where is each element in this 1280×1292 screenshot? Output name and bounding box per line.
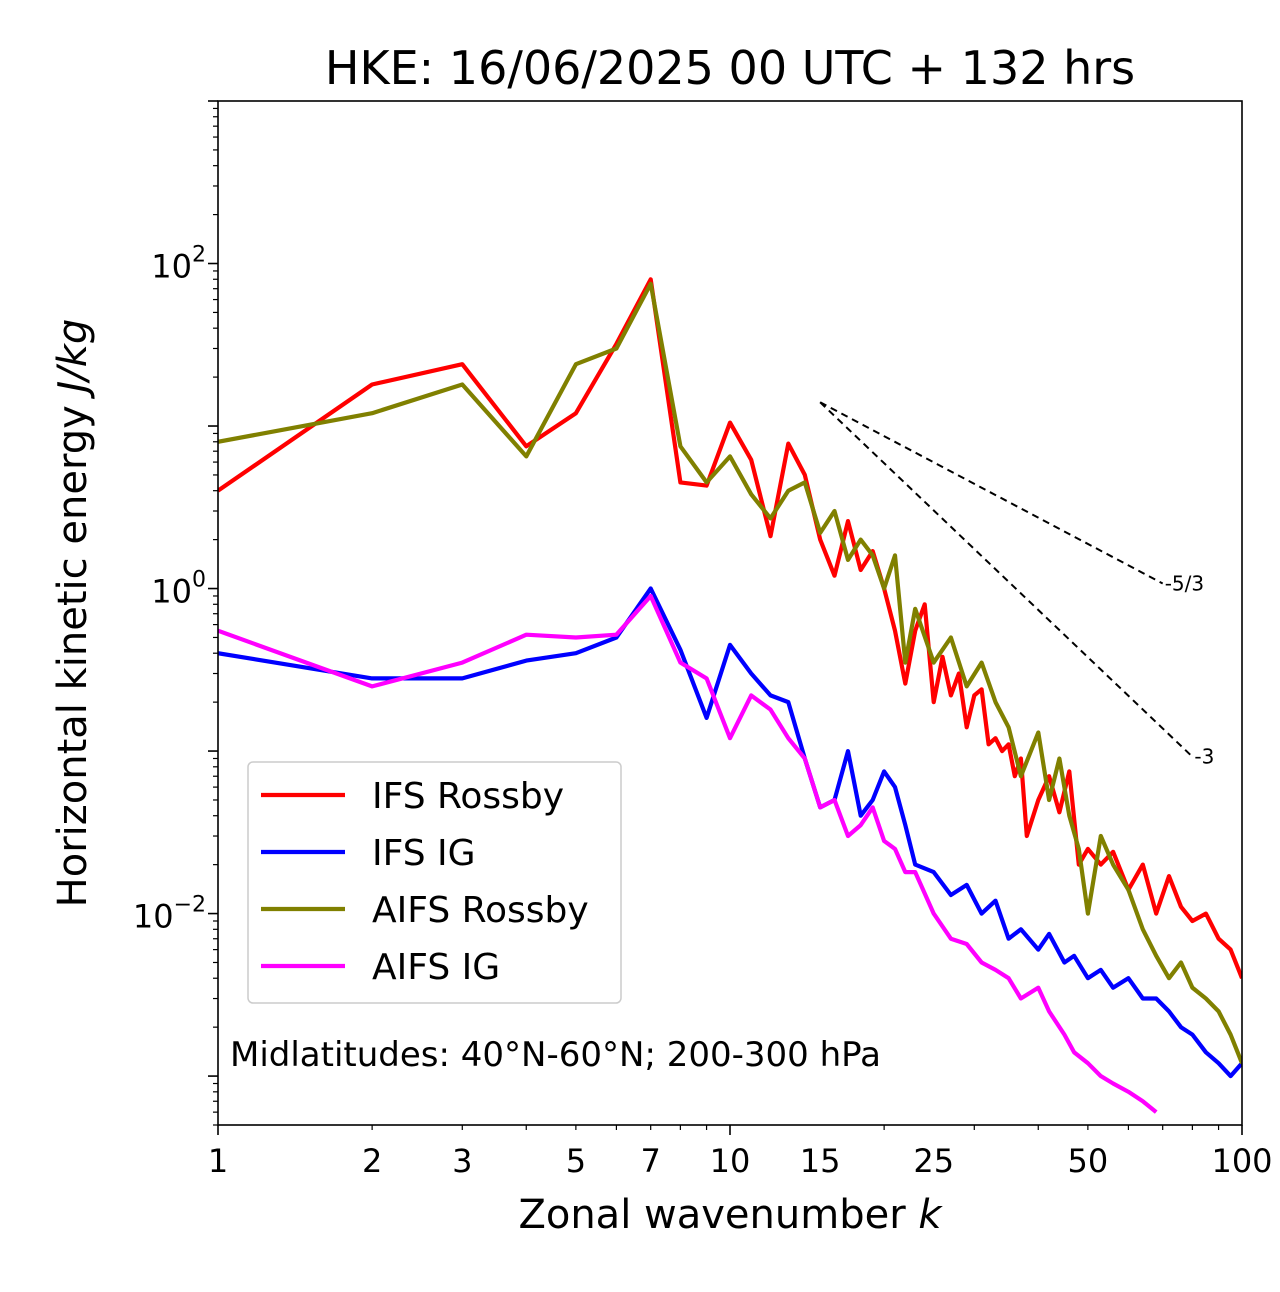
x-axis-label: Zonal wavenumber k	[518, 1192, 943, 1238]
x-tick-label: 10	[710, 1142, 751, 1180]
legend: IFS Rossby IFS IG AIFS Rossby AIFS IG	[247, 761, 622, 1004]
y-tick-label: 100	[151, 568, 206, 611]
y-axis-label-text: Horizontal kinetic energy	[50, 405, 96, 907]
x-tick-label: 1	[208, 1142, 228, 1180]
region-annotation: Midlatitudes: 40°N-60°N; 200-300 hPa	[230, 1035, 881, 1075]
x-tick-label: 5	[566, 1142, 586, 1180]
series-line-aifs-rossby	[218, 281, 1242, 1064]
y-axis-label-unit: J/kg	[50, 319, 96, 400]
x-tick-label: 3	[452, 1142, 472, 1180]
legend-label-ifs-rossby: IFS Rossby	[372, 776, 564, 817]
legend-items: IFS Rossby IFS IG AIFS Rossby AIFS IG	[261, 776, 589, 988]
series-line-ifs-ig	[218, 586, 1242, 1079]
x-tick-label: 15	[800, 1142, 841, 1180]
x-tick-label: 100	[1211, 1142, 1272, 1180]
x-tick-label: 25	[913, 1142, 954, 1180]
x-tick-label: 50	[1068, 1142, 1109, 1180]
reference-lines: -5/3 -3	[819, 401, 1214, 769]
series-line-aifs-ig	[218, 593, 1158, 1114]
y-axis-label: Horizontal kinetic energy J/kg	[50, 319, 96, 908]
y-tick-label: 10−2	[133, 893, 206, 936]
x-axis-label-var: k	[918, 1192, 943, 1238]
x-axis-ticks: 1 2 3 5 7 10 15 25 50 100	[208, 1125, 1273, 1180]
legend-box	[247, 761, 622, 1004]
legend-label-aifs-ig: AIFS IG	[372, 947, 500, 988]
y-axis-ticks: 102 100 10−2	[133, 100, 218, 1126]
legend-label-ifs-ig: IFS IG	[372, 833, 476, 874]
slope-line-5-3	[819, 401, 1164, 585]
x-tick-label: 7	[641, 1142, 661, 1180]
legend-label-aifs-rossby: AIFS Rossby	[372, 890, 589, 931]
slope-label-5-3: -5/3	[1165, 571, 1204, 595]
slope-label-3: -3	[1194, 745, 1214, 769]
x-tick-label: 2	[362, 1142, 382, 1180]
x-axis-label-text: Zonal wavenumber	[518, 1192, 906, 1238]
series-layer	[218, 277, 1242, 1114]
y-tick-label: 102	[151, 243, 206, 286]
chart-title: HKE: 16/06/2025 00 UTC + 132 hrs	[325, 41, 1135, 95]
slope-line-3	[819, 401, 1194, 758]
